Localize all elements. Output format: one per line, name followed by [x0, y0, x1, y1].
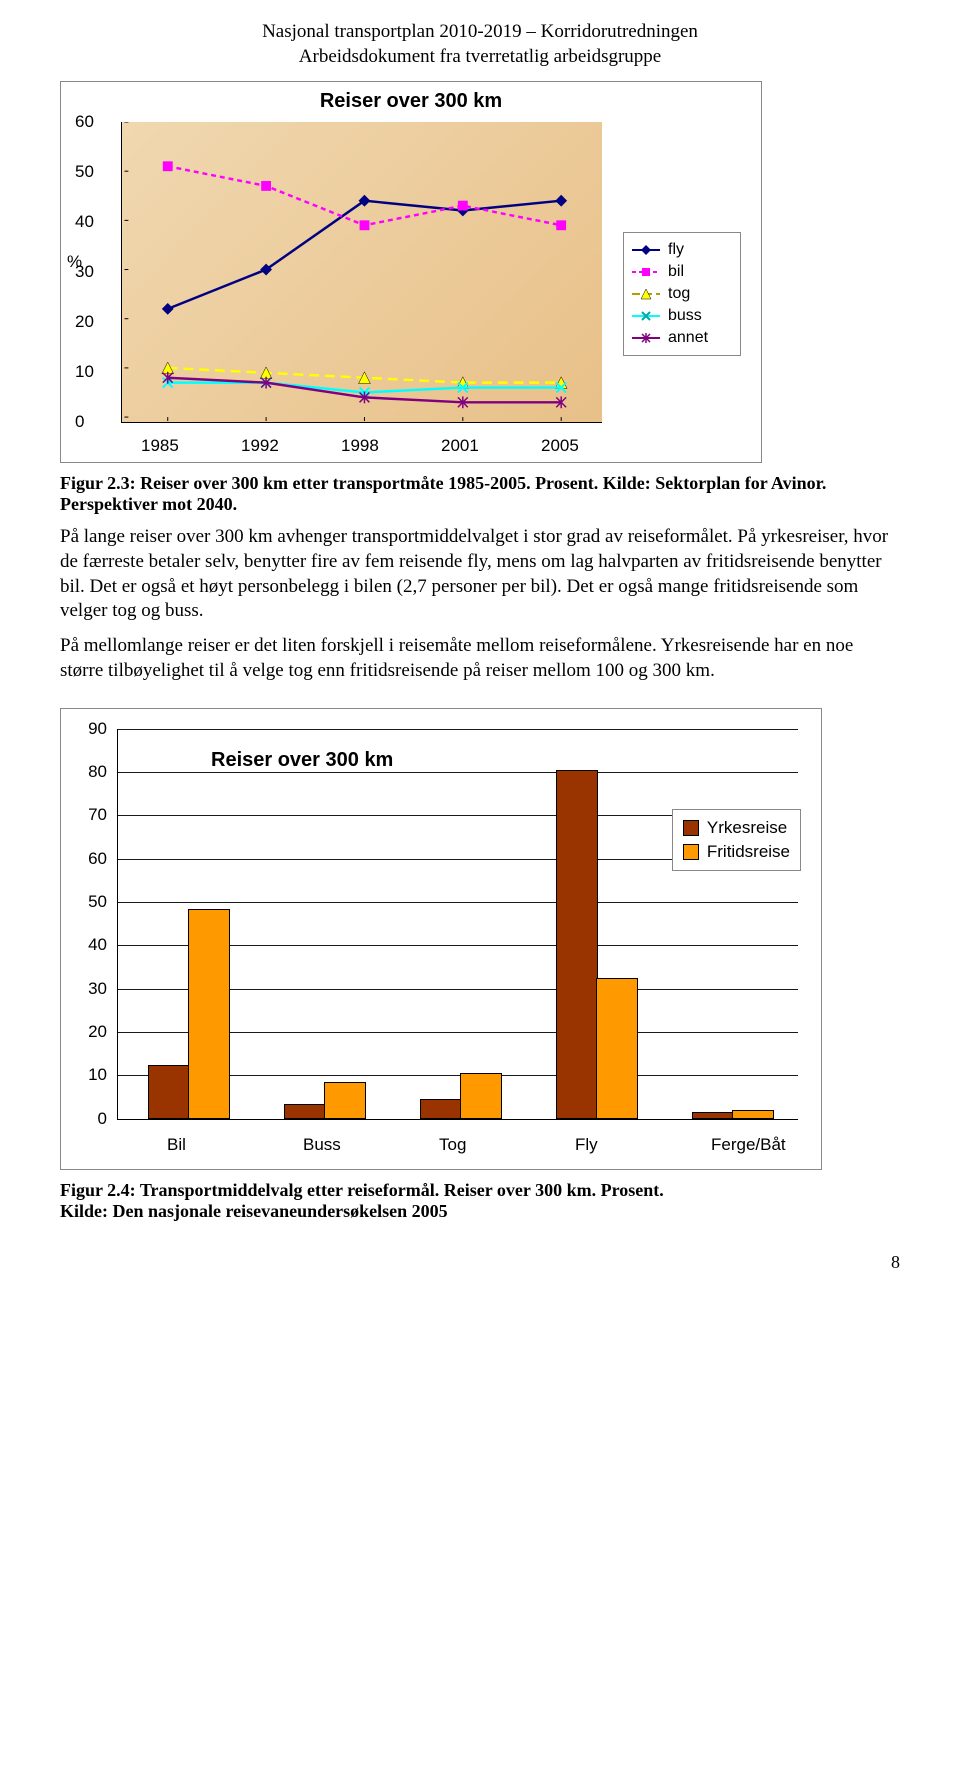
chart1-plot: [121, 122, 602, 423]
caption2-line2: Kilde: Den nasjonale reisevaneundersøkel…: [60, 1201, 448, 1221]
c2-xtick-2: Tog: [439, 1135, 466, 1155]
c2-ytick-8: 80: [77, 762, 107, 782]
chart1: Reiser over 300 km 0 10 20 30 40 50 60 %…: [60, 81, 762, 463]
legend-bil: bil: [632, 261, 732, 283]
c2-xtick-3: Fly: [575, 1135, 598, 1155]
c1-ytick-5: 50: [75, 162, 94, 182]
legend-annet: annet: [632, 327, 732, 349]
legend-label-buss: buss: [668, 307, 702, 325]
c2-ytick-5: 50: [77, 892, 107, 912]
header-line1: Nasjonal transportplan 2010-2019 – Korri…: [262, 21, 698, 42]
chart1-legend: fly bil tog buss annet: [623, 232, 741, 356]
chart2: Reiser over 300 km 0102030405060708090 B…: [60, 708, 822, 1170]
c2-bar-fritids-3: [596, 978, 638, 1119]
c1-ylabel-unit: %: [67, 252, 82, 272]
chart1-title: Reiser over 300 km: [61, 90, 761, 113]
c1-ytick-0: 0: [75, 412, 84, 432]
c2-ytick-3: 30: [77, 979, 107, 999]
legend-label-bil: bil: [668, 263, 684, 281]
paragraph-2: På mellomlange reiser er det liten forsk…: [60, 634, 900, 683]
c2-bar-yrkes-0: [148, 1065, 190, 1119]
legend-swatch-annet: [632, 331, 660, 345]
c2-ytick-6: 60: [77, 849, 107, 869]
legend-yrkes: Yrkesreise: [683, 816, 790, 840]
c2-bar-fritids-4: [732, 1110, 774, 1119]
page-header: Nasjonal transportplan 2010-2019 – Korri…: [60, 20, 900, 69]
page: Nasjonal transportplan 2010-2019 – Korri…: [0, 0, 960, 1313]
legend-fly: fly: [632, 239, 732, 261]
c1-xtick-0: 1985: [141, 436, 179, 456]
legend-swatch-buss: [632, 309, 660, 323]
legend-swatch-bil: [632, 265, 660, 279]
chart2-legend: Yrkesreise Fritidsreise: [672, 809, 801, 871]
c2-bar-yrkes-1: [284, 1104, 326, 1119]
c2-xtick-0: Bil: [167, 1135, 186, 1155]
c1-xtick-1: 1992: [241, 436, 279, 456]
c2-bar-fritids-1: [324, 1082, 366, 1119]
legend-tog: tog: [632, 283, 732, 305]
legend-fritids: Fritidsreise: [683, 840, 790, 864]
legend-swatch-tog: [632, 287, 660, 301]
c2-ytick-0: 0: [77, 1109, 107, 1129]
c2-ytick-7: 70: [77, 805, 107, 825]
c1-xtick-2: 1998: [341, 436, 379, 456]
page-number: 8: [60, 1252, 900, 1273]
c2-bar-fritids-2: [460, 1073, 502, 1118]
legend-swatch-yrkes: [683, 820, 699, 836]
c2-xtick-4: Ferge/Båt: [711, 1135, 786, 1155]
figure2-caption: Figur 2.4: Transportmiddelvalg etter rei…: [60, 1180, 900, 1222]
header-line2: Arbeidsdokument fra tverretatlig arbeids…: [299, 46, 661, 67]
c2-bar-yrkes-4: [692, 1112, 734, 1118]
c2-ytick-2: 20: [77, 1022, 107, 1042]
c1-ytick-6: 60: [75, 112, 94, 132]
chart1-container: Reiser over 300 km 0 10 20 30 40 50 60 %…: [60, 81, 900, 463]
legend-label-tog: tog: [668, 285, 690, 303]
legend-label-fly: fly: [668, 241, 684, 259]
figure1-caption: Figur 2.3: Reiser over 300 km etter tran…: [60, 473, 900, 515]
chart2-container: Reiser over 300 km 0102030405060708090 B…: [60, 708, 900, 1170]
c1-xtick-3: 2001: [441, 436, 479, 456]
c2-bar-yrkes-3: [556, 770, 598, 1119]
legend-swatch-fritids: [683, 844, 699, 860]
caption1-line2: Perspektiver mot 2040.: [60, 494, 237, 514]
c2-bar-yrkes-2: [420, 1099, 462, 1118]
c1-xtick-4: 2005: [541, 436, 579, 456]
paragraph-1: På lange reiser over 300 km avhenger tra…: [60, 525, 900, 624]
c1-ytick-4: 40: [75, 212, 94, 232]
c2-ytick-9: 90: [77, 719, 107, 739]
legend-label-annet: annet: [668, 329, 708, 347]
legend-swatch-fly: [632, 243, 660, 257]
c2-xtick-1: Buss: [303, 1135, 341, 1155]
c2-ytick-4: 40: [77, 935, 107, 955]
legend-label-fritids: Fritidsreise: [707, 842, 790, 862]
caption2-line1: Figur 2.4: Transportmiddelvalg etter rei…: [60, 1180, 664, 1200]
c1-ytick-1: 10: [75, 362, 94, 382]
legend-buss: buss: [632, 305, 732, 327]
c2-bar-fritids-0: [188, 909, 230, 1119]
legend-label-yrkes: Yrkesreise: [707, 818, 787, 838]
c1-ytick-2: 20: [75, 312, 94, 332]
chart1-svg: [122, 122, 602, 422]
chart2-plot: [117, 729, 798, 1120]
c2-ytick-1: 10: [77, 1065, 107, 1085]
caption1-line1: Figur 2.3: Reiser over 300 km etter tran…: [60, 473, 826, 493]
